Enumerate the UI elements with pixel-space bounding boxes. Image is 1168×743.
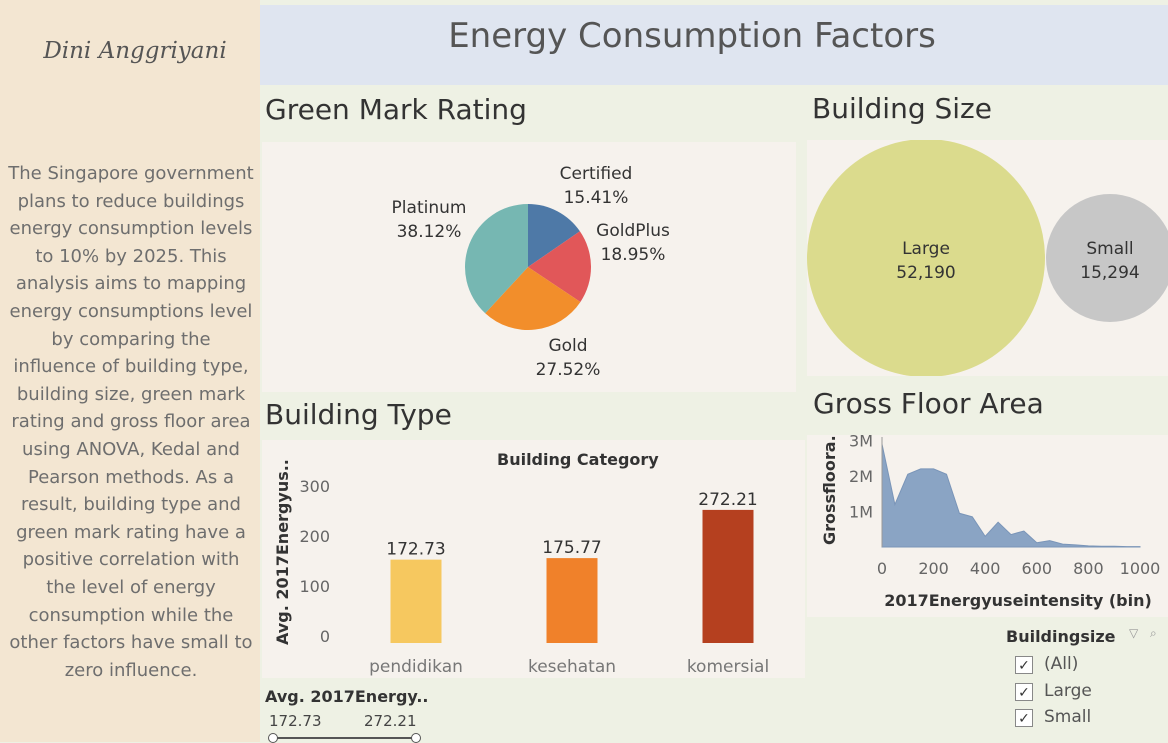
buildingsize-filter-title: Buildingsize: [1006, 627, 1116, 646]
bar-category-label: pendidikan: [369, 657, 463, 677]
area-y-axis-label: Grossfloora..: [820, 435, 839, 545]
bar-y-axis-label: Avg. 2017Energyus..: [273, 459, 292, 645]
bubble-label-small: Small 15,294: [1060, 237, 1160, 285]
pie-slice-gold[interactable]: [485, 267, 581, 330]
pie-label-platinum: Platinum 38.12%: [378, 196, 480, 244]
building-type-title: Building Type: [265, 398, 452, 431]
description-text: The Singapore government plans to reduce…: [8, 163, 254, 681]
area-chart: Grossfloora.. 1M 2M 3M 0 200 400 600 800 1000 20…: [820, 435, 1161, 610]
green-mark-title: Green Mark Rating: [265, 93, 527, 126]
area-x-tick: 400: [970, 559, 1001, 578]
pie-label-certified-name: Certified: [559, 164, 633, 184]
pie-label-goldplus: GoldPlus 18.95%: [574, 219, 692, 267]
bar-value-label: 175.77: [542, 538, 601, 558]
dashboard-title: Energy Consumption Factors: [448, 16, 936, 56]
bubble-label-large: Large 52,190: [876, 237, 976, 285]
bar-y-tick: 300: [299, 477, 330, 496]
author-name: Dini Anggriyani: [43, 38, 227, 64]
pie-label-gold-name: Gold: [548, 336, 588, 356]
slider-track[interactable]: [272, 737, 415, 739]
filter-option-large-label: Large: [1044, 681, 1092, 701]
pie-label-gold-pct: 27.52%: [535, 360, 601, 380]
pie-label-platinum-name: Platinum: [391, 198, 467, 218]
area-x-tick: 1000: [1120, 559, 1161, 578]
dashboard-header: [260, 5, 1168, 85]
area-x-tick: 200: [918, 559, 949, 578]
bar-pendidikan[interactable]: [390, 559, 442, 643]
bubble-large-name: Large: [902, 239, 950, 259]
bar-y-tick: 0: [320, 627, 330, 646]
checkbox-all[interactable]: ✓: [1015, 656, 1033, 674]
pie-label-certified-pct: 15.41%: [563, 188, 629, 208]
filter-funnel-icon[interactable]: ▽: [1129, 626, 1139, 640]
area-series[interactable]: [881, 443, 1141, 548]
slider-min-label: 172.73: [269, 712, 322, 730]
pie-label-goldplus-pct: 18.95%: [600, 245, 666, 265]
bar-value-label: 172.73: [386, 540, 445, 560]
pie-label-certified: Certified 15.41%: [538, 162, 654, 210]
bubble-small-value: 15,294: [1080, 263, 1140, 283]
checkbox-small[interactable]: ✓: [1015, 709, 1033, 727]
area-x-axis-label: 2017Energyuseintensity (bin): [884, 591, 1152, 610]
bubble-large[interactable]: [807, 140, 1045, 376]
bar-category-label: komersial: [687, 657, 769, 677]
sidebar: [0, 0, 260, 742]
checkbox-large[interactable]: ✓: [1015, 683, 1033, 701]
pie-label-goldplus-name: GoldPlus: [596, 221, 670, 241]
bar-kesehatan[interactable]: [546, 558, 598, 643]
bubble-large-value: 52,190: [896, 263, 956, 283]
slider-max-label: 272.21: [364, 712, 417, 730]
bar-y-tick: 200: [299, 527, 330, 546]
bubble-chart: [807, 140, 1168, 376]
pie-slice-platinum[interactable]: [465, 204, 528, 314]
bar-category-label: kesehatan: [528, 657, 616, 677]
gross-floor-area-panel: [807, 435, 1168, 617]
bubble-small[interactable]: [1046, 194, 1168, 322]
bubble-small-name: Small: [1086, 239, 1134, 259]
bar-chart: Avg. 2017Energyus.. 0 100 200 300 172.73 pend…: [273, 459, 769, 677]
filter-option-small-label: Small: [1044, 707, 1092, 727]
bar-chart-header: Building Category: [497, 450, 659, 469]
area-x-tick: 0: [877, 559, 887, 578]
search-icon[interactable]: ⌕: [1150, 626, 1157, 640]
pie-chart: [465, 204, 591, 330]
pie-label-platinum-pct: 38.12%: [396, 222, 462, 242]
area-y-tick: 1M: [849, 503, 873, 522]
slider-title: Avg. 2017Energy..: [265, 687, 429, 706]
pie-slice-certified[interactable]: [528, 204, 580, 267]
building-size-title: Building Size: [812, 92, 992, 125]
bar-y-tick: 100: [299, 577, 330, 596]
pie-slice-goldplus[interactable]: [528, 231, 591, 302]
bar-value-label: 272.21: [698, 490, 757, 510]
pie-label-gold: Gold 27.52%: [518, 334, 618, 382]
bar-komersial[interactable]: [702, 509, 754, 643]
area-x-tick: 600: [1022, 559, 1053, 578]
area-y-tick: 3M: [849, 435, 873, 451]
area-y-tick: 2M: [849, 467, 873, 486]
gross-floor-area-title: Gross Floor Area: [813, 387, 1044, 420]
area-x-tick: 800: [1073, 559, 1104, 578]
filter-option-all-label: (All): [1044, 654, 1079, 674]
